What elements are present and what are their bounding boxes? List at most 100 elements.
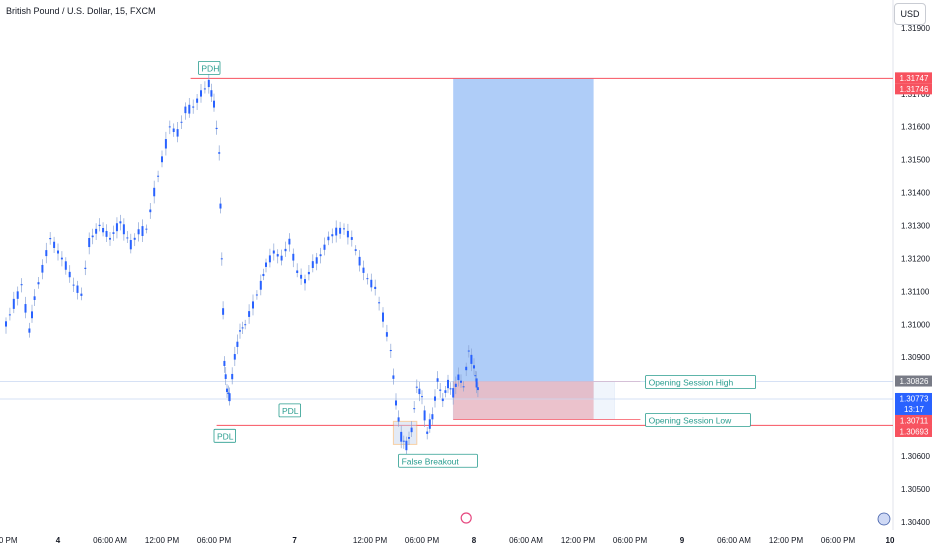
candle-body — [350, 237, 353, 240]
candle-body — [454, 383, 457, 387]
candle — [98, 218, 101, 232]
candle-body — [112, 232, 115, 234]
candle — [219, 197, 222, 214]
candle — [91, 228, 94, 245]
candle — [49, 232, 52, 245]
candle-body — [153, 187, 156, 197]
candle — [444, 385, 447, 398]
candle — [460, 374, 462, 388]
price-mark-bg — [895, 375, 932, 387]
y-tick-label: 1.31500 — [901, 156, 930, 165]
candle-body — [400, 431, 403, 442]
candle-body — [5, 321, 7, 327]
candle — [119, 214, 122, 231]
currency-button[interactable]: USD — [894, 3, 926, 25]
candle-body — [95, 228, 98, 234]
candle-body — [220, 258, 223, 260]
candle-body — [475, 378, 478, 388]
candle-body — [476, 387, 479, 391]
candle-body — [149, 209, 152, 213]
candle — [252, 294, 254, 316]
candle — [392, 368, 395, 385]
candle — [37, 276, 40, 289]
candle-body — [421, 396, 423, 398]
candle — [109, 232, 111, 246]
candle-body — [262, 273, 265, 277]
candle-body — [339, 227, 342, 234]
candle-body — [311, 261, 314, 268]
candle — [133, 233, 136, 247]
candle-body — [84, 267, 87, 269]
candle — [153, 180, 156, 204]
candle-body — [41, 264, 44, 273]
candle-body — [457, 374, 460, 381]
candle-body — [434, 396, 436, 401]
candle-body — [288, 238, 291, 245]
candle-body — [49, 238, 52, 240]
candle-body — [172, 128, 175, 132]
candle — [188, 97, 191, 118]
candle — [272, 243, 275, 261]
candle — [415, 379, 418, 394]
price-mark-bg — [895, 425, 932, 437]
candle-body — [389, 349, 392, 352]
candle-body — [200, 90, 202, 97]
price-mark-label: 1.31747 — [900, 74, 929, 83]
candle — [400, 425, 403, 449]
candle-body — [265, 262, 267, 267]
candle — [53, 236, 56, 253]
candle — [449, 382, 452, 395]
candle — [76, 280, 79, 300]
pdl-label-1: PDL — [282, 406, 299, 416]
candle — [370, 273, 373, 292]
candle — [196, 94, 199, 111]
candle — [218, 145, 221, 161]
candle — [441, 393, 444, 408]
candle-body — [307, 271, 310, 275]
candle-body — [370, 279, 373, 288]
candle — [244, 319, 247, 330]
candle-body — [137, 229, 140, 235]
candle — [236, 334, 239, 355]
candle-body — [213, 100, 215, 108]
candle-body — [462, 386, 465, 388]
candle-body — [33, 296, 36, 300]
candle-body — [405, 440, 408, 451]
candle — [358, 250, 361, 272]
candle-body — [45, 250, 48, 257]
candle — [439, 383, 442, 398]
candle — [222, 301, 225, 320]
price-mark-label: 1.30826 — [900, 377, 929, 386]
candle-body — [168, 126, 171, 128]
candle-body — [426, 431, 429, 434]
candle-body — [255, 294, 258, 296]
candle — [122, 218, 125, 241]
candle-body — [395, 400, 397, 406]
y-tick-label: 1.31000 — [901, 320, 930, 329]
opening-low-label: Opening Session Low — [649, 415, 733, 425]
candle — [382, 307, 384, 328]
candle — [105, 224, 108, 242]
candle-body — [415, 386, 418, 388]
candle-body — [315, 257, 318, 264]
candle — [102, 222, 105, 237]
candle — [112, 225, 115, 241]
candle — [307, 265, 310, 281]
candle-body — [16, 291, 19, 299]
candle-body — [460, 380, 462, 383]
candle — [389, 343, 392, 358]
y-tick-label: 1.30400 — [901, 518, 930, 527]
candle-body — [362, 267, 365, 273]
candle — [452, 381, 455, 405]
candle-body — [335, 227, 338, 236]
candle — [115, 217, 118, 239]
candle-body — [423, 410, 426, 421]
candle-body — [473, 365, 475, 369]
candle — [447, 374, 449, 394]
candle-body — [231, 373, 234, 380]
price-mark-bg — [895, 392, 932, 415]
pdl-label-2: PDL — [217, 431, 234, 441]
candle — [45, 242, 48, 264]
